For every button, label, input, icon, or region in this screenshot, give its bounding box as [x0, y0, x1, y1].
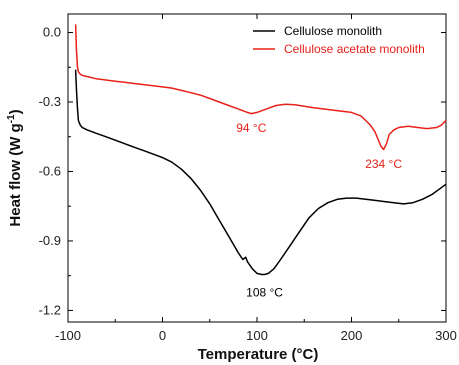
x-axis-title: Temperature (°C): [198, 346, 319, 363]
legend-label-cellulose: Cellulose monolith: [284, 24, 382, 38]
y-tick-label: -0.6: [39, 163, 61, 178]
peak-annotation: 234 °C: [365, 157, 402, 171]
y-tick-label: -0.9: [39, 233, 61, 248]
x-tick-label: 0: [159, 328, 166, 343]
y-axis-title-close: ): [7, 109, 24, 114]
peak-annotation: 108 °C: [246, 286, 283, 300]
x-tick-label: -100: [55, 328, 81, 343]
legend: Cellulose monolith Cellulose acetate mon…: [253, 24, 425, 56]
x-tick-label: 200: [341, 328, 363, 343]
y-axis-title-sup: -1: [6, 114, 17, 123]
y-tick-label: -0.3: [39, 94, 61, 109]
y-tick-label: 0.0: [43, 25, 61, 40]
series-line-cellulose-acetate: [74, 24, 447, 151]
peak-annotation: 94 °C: [236, 121, 266, 135]
series-line-cellulose: [74, 69, 447, 276]
x-tick-label: 100: [246, 328, 268, 343]
y-tick-label: -1.2: [39, 302, 61, 317]
y-axis-title-main: Heat flow (W g: [7, 123, 24, 226]
legend-label-cellulose-acetate: Cellulose acetate monolith: [284, 42, 425, 56]
y-axis-title: Heat flow (W g-1): [6, 109, 24, 226]
x-tick-label: 300: [435, 328, 457, 343]
